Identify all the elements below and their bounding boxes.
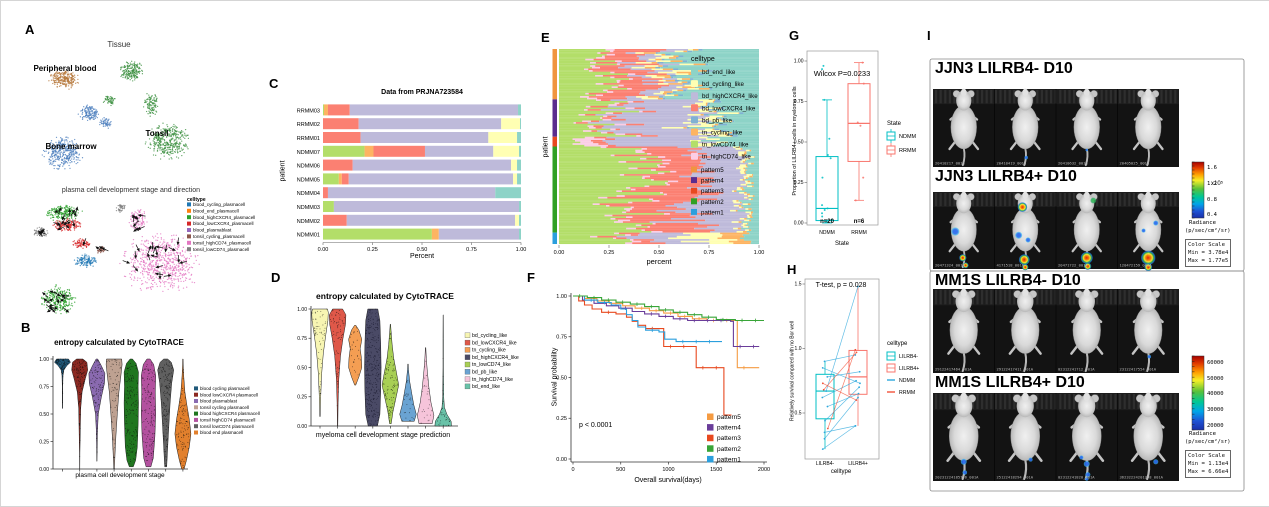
svg-text:0.25: 0.25: [39, 439, 49, 445]
panel-c-letter: C: [269, 77, 278, 91]
bar-c-xlabel: Percent: [410, 253, 434, 260]
svg-text:tonsil_highCD74_plasmacell: tonsil_highCD74_plasmacell: [193, 240, 251, 245]
colorbar1-scale-box: Color Scale Min = 3.78e4 Max = 1.77e5: [1185, 239, 1231, 267]
violin-d-xlabel: myeloma cell development stage predictio…: [316, 432, 450, 439]
svg-text:blood_plasmablast: blood_plasmablast: [193, 228, 232, 233]
rows-e-ylabel: patient: [542, 136, 549, 157]
box-h-pvalue: T-test, p = 0.028: [816, 282, 867, 289]
violin-panel-D: 1.00 0.75 0.50 0.25 0.00: [297, 306, 458, 430]
box-h-ylabel: Relatively survival compared with no Bor…: [790, 321, 795, 421]
bar-c-ylabel: patient: [279, 160, 286, 181]
colorbar1-scale-title: Color Scale: [1188, 241, 1228, 249]
mice-title-jjn3-pos: JJN3 LILRB4+ D10: [935, 169, 1077, 186]
box-g-xlabel: State: [835, 241, 849, 247]
box-g-pvalue: Wilcox P=0.0233: [814, 70, 871, 78]
panel-a-letter: A: [25, 23, 34, 37]
violin-d-legend: bd_cycling_likebd_lowCXCR4_liketn_cyclin…: [465, 333, 519, 390]
violin-panel-B: 1.00 0.75 0.50 0.25 0.00: [39, 356, 191, 473]
label-peripheral-blood: Peripheral blood: [33, 65, 96, 73]
svg-text:0.50: 0.50: [297, 365, 307, 371]
svg-text:tonsil cycling plasmacell: tonsil cycling plasmacell: [200, 405, 249, 410]
svg-text:tonsil_lowCD74_plasmacell: tonsil_lowCD74_plasmacell: [193, 247, 249, 252]
svg-text:tonsil highCD74 plasmacell: tonsil highCD74 plasmacell: [200, 418, 255, 423]
label-tonsil: Tonsil: [146, 130, 169, 138]
colorbar1-radiance-units: (p/sec/cm²/sr): [1185, 229, 1230, 235]
colorbar2-radiance-units: (p/sec/cm²/sr): [1185, 440, 1230, 446]
svg-text:blood_cycling_plasmacell: blood_cycling_plasmacell: [193, 202, 245, 207]
svg-text:blood_highCXCR4_plasmacell: blood_highCXCR4_plasmacell: [193, 215, 255, 220]
box-g-n-ndmm: n=20: [820, 219, 834, 225]
mice-title-mm1s-neg: MM1S LILRB4- D10: [935, 273, 1081, 290]
umap-stage-legend: celltypeblood_cycling_plasmacellblood_en…: [187, 197, 255, 252]
umap-stage-points: [34, 204, 200, 314]
panel-d-letter: D: [271, 271, 280, 285]
umap-tissue-points: [42, 61, 189, 170]
colorbar1-scale-max: Max = 1.77e5: [1188, 257, 1228, 265]
survival-pvalue: p < 0.0001: [579, 422, 612, 429]
panel-h-letter: H: [787, 263, 796, 277]
colorbar2-scale-max: Max = 6.66e4: [1188, 468, 1228, 476]
box-g-n-rrmm: n=6: [854, 219, 865, 225]
violin-d-title: entropy calculated by CytoTRACE: [316, 292, 454, 301]
mice-title-jjn3-neg: JJN3 LILRB4- D10: [935, 61, 1073, 78]
colorbar1-radiance-label: Radiance: [1189, 221, 1216, 227]
panel-b-letter: B: [21, 321, 30, 335]
umap-tissue-title: Tissue: [107, 41, 130, 49]
svg-text:blood cycling plasmacell: blood cycling plasmacell: [200, 386, 250, 391]
svg-text:tonsil lowCD74 plasmacell: tonsil lowCD74 plasmacell: [200, 424, 254, 429]
svg-text:0.00: 0.00: [297, 424, 307, 430]
colorbar2-scale-min: Min = 1.13e4: [1188, 460, 1228, 468]
svg-text:1.00: 1.00: [39, 357, 49, 363]
colorbar1-scale-min: Min = 3.78e4: [1188, 249, 1228, 257]
label-bone-marrow: Bone marrow: [45, 143, 96, 151]
svg-text:tonsil_cycling_plasmacell: tonsil_cycling_plasmacell: [193, 234, 245, 239]
svg-text:1.00: 1.00: [297, 307, 307, 313]
survival-xlabel: Overall survival(days): [634, 477, 701, 484]
svg-text:blood highCXCR4 plasmacell: blood highCXCR4 plasmacell: [200, 411, 260, 416]
survival-ylabel: Survival probability: [551, 348, 558, 407]
rows-e-xlabel: percent: [646, 258, 671, 266]
colorbar2-radiance-label: Radiance: [1189, 432, 1216, 438]
svg-text:blood end plasmacell: blood end plasmacell: [200, 430, 243, 435]
bar-c-title: Data from PRJNA723584: [381, 89, 463, 96]
violin-b-xlabel: plasma cell development stage: [75, 473, 164, 480]
panel-g-letter: G: [789, 29, 799, 43]
panel-i-letter: I: [927, 29, 931, 43]
colorbar2-scale-box: Color Scale Min = 1.13e4 Max = 6.66e4: [1185, 450, 1231, 478]
box-h-xlabel: celltype: [831, 469, 851, 475]
svg-text:blood plasmablast: blood plasmablast: [200, 399, 238, 404]
colorbar1-scale: x10⁵: [1211, 181, 1223, 187]
colorbar2-scale-title: Color Scale: [1188, 452, 1228, 460]
svg-text:0.25: 0.25: [297, 395, 307, 401]
svg-text:blood_end_plasmacell: blood_end_plasmacell: [193, 208, 239, 213]
stacked-bar-c: RRMM03RRMM02RRMM01NDMM07NDMM06NDMM05NDMM…: [297, 104, 527, 253]
svg-text:0.50: 0.50: [39, 412, 49, 418]
svg-text:blood lowCXCR4 plasmacell: blood lowCXCR4 plasmacell: [200, 392, 258, 397]
mice-title-mm1s-pos: MM1S LILRB4+ D10: [935, 375, 1085, 392]
panel-f-letter: F: [527, 271, 535, 285]
box-g-ylabel: Proportion of LILRB4+ cells in myeloma c…: [793, 86, 799, 195]
paired-box-h: 1.51.00.5LILRB4-LILRB4+celltypeLILRB4-LI…: [795, 279, 920, 467]
svg-text:blood_lowCXCR4_plasmacell: blood_lowCXCR4_plasmacell: [193, 221, 254, 226]
svg-text:0.75: 0.75: [297, 336, 307, 342]
violin-b-title: entropy calculated by CytoTRACE: [54, 339, 184, 347]
panel-e-letter: E: [541, 31, 550, 45]
svg-text:0.00: 0.00: [39, 467, 49, 473]
svg-text:0.75: 0.75: [39, 384, 49, 390]
umap-stage-title: plasma cell development stage and direct…: [62, 187, 200, 194]
